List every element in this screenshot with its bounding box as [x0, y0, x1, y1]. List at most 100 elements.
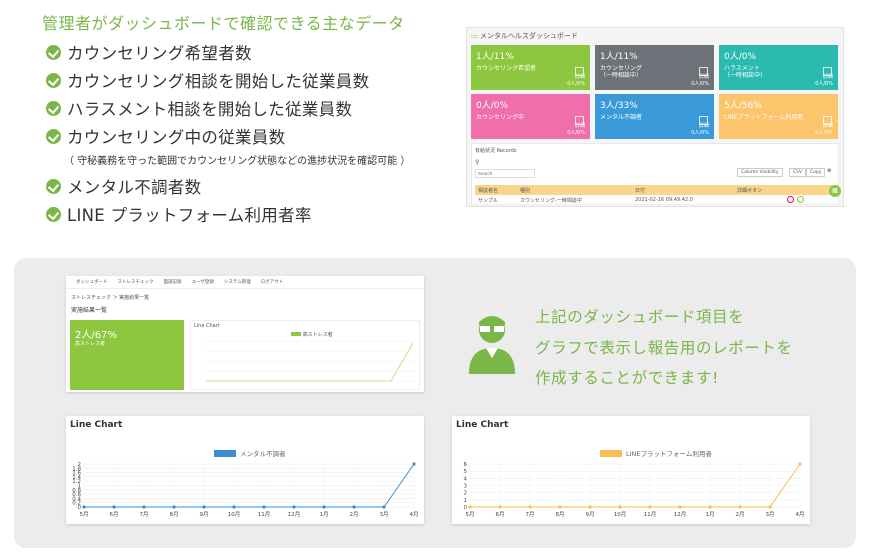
- feature-item: ハラスメント相談を開始した従業員数: [46, 96, 352, 120]
- legend-swatch: [291, 332, 301, 336]
- data-point: [262, 505, 266, 509]
- nav-item[interactable]: 面談記録: [163, 280, 182, 285]
- stat-tile[interactable]: 0人/0% ハラスメント （一時相談中） 詳細 0人/0%: [719, 45, 838, 90]
- chart-card: Line Chart メンタル不調者 0 0.2 0.4 0.6 0.8 1 1.2 1.4 1.…: [66, 416, 424, 524]
- x-tick-label: 2月: [736, 511, 745, 518]
- tile-label: カウンセリング （一時相談中）: [600, 65, 643, 80]
- mini-chart-line: [206, 342, 414, 382]
- chart-title-text: Line Chart: [456, 420, 509, 430]
- x-tick-label: 4月: [796, 511, 805, 518]
- nav-item[interactable]: ユーザ登録: [191, 280, 214, 285]
- stat-tile[interactable]: 1人/11% カウンセリング希望者 詳細 0人/0%: [471, 45, 590, 90]
- x-tick-label: 1月: [706, 511, 715, 518]
- data-point: [382, 505, 386, 509]
- copy-button[interactable]: Copy: [806, 168, 826, 177]
- csv-button[interactable]: CSV: [789, 168, 807, 177]
- tile-value: 0人/0%: [724, 52, 757, 62]
- dashboard-screenshot: ▭ メンタルヘルスダッシュボード 1人/11% カウンセリング希望者 詳細 0人/0…: [466, 27, 844, 207]
- nav-item[interactable]: ストレスチェック: [117, 280, 154, 285]
- x-tick-label: 11月: [644, 511, 657, 518]
- tile-value: 5人/56%: [724, 101, 762, 111]
- grid-icon[interactable]: ▦: [829, 185, 841, 197]
- mini-chart-title: Line Chart: [194, 323, 220, 329]
- tile-small: 詳細 0人/0%: [815, 123, 833, 136]
- y-tick-label: 6: [464, 462, 468, 468]
- delete-icon[interactable]: [787, 196, 794, 203]
- y-tick-label: 0.4: [72, 496, 81, 502]
- data-point: [798, 462, 802, 466]
- stat-tile[interactable]: 3人/33% メンタル不調者 詳細 0人/0%: [595, 94, 714, 139]
- table-cell: カウンセリング-一時相談中: [520, 198, 582, 204]
- y-tick-label: 0.6: [72, 492, 81, 498]
- tile-value: 1人/11%: [600, 52, 638, 62]
- x-tick-label: 1月: [320, 511, 329, 518]
- top-nav: ダッシュボード ストレスチェック 面談記録 ユーザ登録 システム管理 ログアウト: [66, 276, 424, 289]
- y-tick-label: 4: [464, 476, 468, 482]
- x-tick-label: 7月: [526, 511, 535, 518]
- tile-value: 2人/67%: [75, 330, 117, 341]
- column-header: 種別: [520, 188, 531, 194]
- data-point: [82, 505, 86, 509]
- stat-tile[interactable]: 2人/67% 高ストレス者: [70, 320, 184, 390]
- table-row[interactable]: サンプル カウンセリング-一時相談中 2021-02-16 09:49:42.0: [475, 195, 839, 205]
- x-tick-label: 10月: [228, 511, 241, 518]
- report-screenshot: ダッシュボード ストレスチェック 面談記録 ユーザ登録 システム管理 ログアウト…: [66, 276, 424, 392]
- nav-item[interactable]: ダッシュボード: [76, 280, 108, 285]
- legend-label: 高ストレス者: [302, 332, 333, 338]
- y-tick-label: 1.2: [72, 479, 81, 485]
- mini-chart-legend: 高ストレス者: [291, 331, 333, 338]
- feature-label: カウンセリング相談を開始した従業員数: [67, 72, 370, 91]
- tile-label: LINEプラットフォーム利用者: [724, 114, 804, 121]
- stat-tile[interactable]: 0人/0% カウンセリング中 詳細 0人/0%: [471, 94, 590, 139]
- page-title: 実施結果一覧: [71, 307, 108, 314]
- y-tick-label: 0: [78, 505, 82, 511]
- table-cell: サンプル: [478, 198, 498, 204]
- feature-item: カウンセリング中の従業員数: [46, 124, 285, 148]
- x-tick-label: 7月: [140, 511, 149, 518]
- stat-tile[interactable]: 1人/11% カウンセリング （一時相談中） 詳細 0人/0%: [595, 45, 714, 90]
- y-tick-label: 2: [464, 491, 468, 497]
- data-point: [648, 505, 652, 509]
- x-tick-label: 9月: [200, 511, 209, 518]
- description-line: グラフで表示し報告用のレポートを: [535, 339, 793, 357]
- data-point: [588, 505, 592, 509]
- data-point: [232, 505, 236, 509]
- edit-icon[interactable]: [797, 196, 804, 203]
- x-tick-label: 8月: [170, 511, 179, 518]
- mini-chart: [206, 340, 416, 382]
- chart-title-text: Line Chart: [70, 420, 123, 430]
- person-icon: [469, 316, 515, 374]
- nav-item[interactable]: システム管理: [223, 280, 251, 285]
- feature-label: ハラスメント相談を開始した従業員数: [67, 100, 353, 119]
- search-icon[interactable]: ⚲: [475, 159, 480, 166]
- data-point: [202, 505, 206, 509]
- tile-label: メンタル不調者: [600, 114, 643, 121]
- settings-icon[interactable]: ⚙: [827, 168, 832, 174]
- line-chart-mental: メンタル不調者 00.20.40.60.811.21.41.61.82 5月 6月 7月…: [72, 449, 418, 518]
- data-point: [678, 505, 682, 509]
- data-point: [352, 505, 356, 509]
- x-tick-label: 2月: [350, 511, 359, 518]
- x-tick-label: 3月: [380, 511, 389, 518]
- home-icon: ▭: [471, 32, 478, 40]
- x-tick-label: 8月: [556, 511, 565, 518]
- y-tick-label: 1: [464, 498, 468, 504]
- chart-card: Line Chart LINEプラットフォーム利用者 0 1 2 3 4 5 6 5月 6月 7月 8…: [452, 416, 810, 524]
- tile-value: 1人/11%: [476, 52, 514, 62]
- x-tick-label: 11月: [258, 511, 271, 518]
- column-visibility-button[interactable]: Column Visibility: [737, 168, 783, 177]
- y-tick-label: 0: [464, 505, 468, 511]
- records-title: 有給状況 Records: [475, 148, 517, 154]
- tile-label: 高ストレス者: [75, 341, 106, 347]
- data-point: [322, 505, 326, 509]
- y-tick-label: 1.6: [72, 471, 81, 477]
- feature-label: カウンセリング希望者数: [67, 44, 252, 63]
- x-tick-label: 12月: [288, 511, 301, 518]
- table-cell: 2021-02-16 09:49:42.0: [635, 197, 693, 203]
- stat-tile[interactable]: 5人/56% LINEプラットフォーム利用者詳細 0人/0%: [719, 94, 838, 139]
- legend-swatch: [600, 450, 622, 457]
- search-input[interactable]: [475, 169, 535, 178]
- nav-item[interactable]: ログアウト: [260, 280, 284, 285]
- section-heading: 管理者がダッシュボードで確認できる主なデータ: [42, 14, 405, 33]
